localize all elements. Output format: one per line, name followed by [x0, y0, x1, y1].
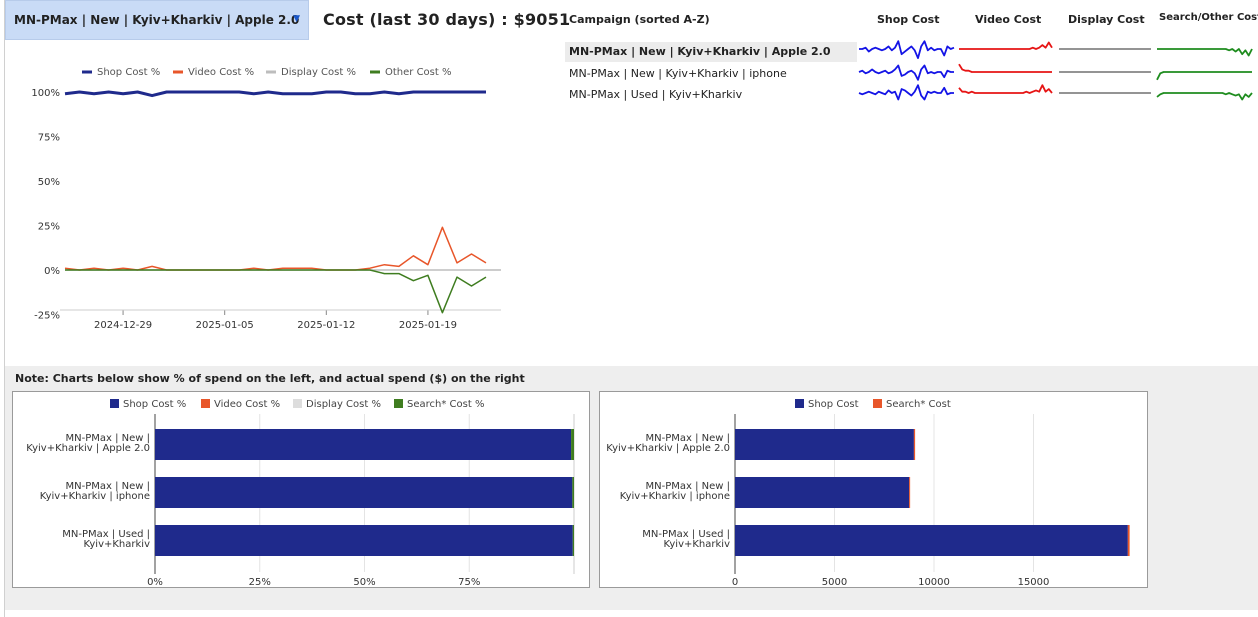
- bar-segment: [155, 525, 573, 556]
- x-tick-label: 0: [732, 577, 738, 587]
- x-tick-label: 75%: [458, 577, 480, 587]
- x-tick-label: 2025-01-19: [399, 320, 457, 331]
- percent-bar-chart-card: Shop Cost % Video Cost % Display Cost % Sea…: [12, 391, 590, 588]
- y-tick-label: 0%: [44, 266, 60, 277]
- charts-note: Note: Charts below show % of spend on th…: [15, 372, 525, 385]
- sparkline-video: [958, 63, 1052, 73]
- category-label: Kyiv+Kharkiv | Apple 2.0: [606, 443, 730, 454]
- y-tick-label: 50%: [38, 177, 60, 188]
- campaign-row-name: MN-PMax | Used | Kyiv+Kharkiv: [569, 88, 743, 101]
- bar-segment: [735, 429, 914, 460]
- bar-segment: [735, 525, 1128, 556]
- spend-bar-chart: Shop Cost Search* Cost 0 5000 10000 15000 MN-P…: [606, 399, 1130, 588]
- bar-segment: [735, 477, 910, 508]
- legend-swatch: [201, 399, 210, 408]
- campaign-dropdown-value: MN-PMax | New | Kyiv+Kharkiv | Apple 2.0: [14, 13, 300, 27]
- y-tick-label: 100%: [31, 88, 60, 99]
- sparkline-shop: [858, 64, 954, 81]
- legend-swatch: [110, 399, 119, 408]
- sparkline-shop: [859, 40, 955, 60]
- search-other-cost-column-header: Search/Other Cost: [1159, 12, 1258, 23]
- x-tick-label: 0%: [147, 577, 163, 587]
- legend-label: Shop Cost %: [97, 67, 160, 78]
- bar-segment: [572, 525, 574, 556]
- campaign-dropdown[interactable]: MN-PMax | New | Kyiv+Kharkiv | Apple 2.0…: [5, 0, 309, 40]
- legend-label: Video Cost %: [214, 399, 280, 410]
- sparkline-video: [959, 41, 1053, 50]
- percent-bar-chart: Shop Cost % Video Cost % Display Cost % Sea…: [26, 399, 575, 588]
- x-tick-label: 10000: [918, 577, 950, 587]
- spend-bar-chart-card: Shop Cost Search* Cost 0 5000 10000 15000 MN-P…: [599, 391, 1148, 588]
- x-tick-label: 25%: [249, 577, 271, 587]
- sparkline-other: [1156, 71, 1252, 81]
- category-label: Kyiv+Kharkiv: [84, 539, 151, 550]
- legend-swatch: [795, 399, 804, 408]
- category-label: MN-PMax | New |: [645, 433, 730, 444]
- campaign-row[interactable]: MN-PMax | New | Kyiv+Kharkiv | Apple 2.0: [565, 42, 857, 62]
- video-cost-column-header: Video Cost: [975, 13, 1042, 26]
- y-tick-label: -25%: [34, 311, 60, 322]
- category-label: Kyiv+Kharkiv | iphone: [40, 491, 150, 502]
- legend-label: Shop Cost: [808, 399, 859, 410]
- sparkline-other: [1156, 92, 1253, 101]
- campaign-row[interactable]: MN-PMax | Used | Kyiv+Kharkiv: [565, 85, 857, 105]
- campaign-column-header[interactable]: Campaign (sorted A-Z): [569, 13, 710, 26]
- y-tick-label: 25%: [38, 222, 60, 233]
- category-label: MN-PMax | New |: [645, 481, 730, 492]
- category-label: Kyiv+Kharkiv: [664, 539, 731, 550]
- series-line-0: [64, 90, 486, 98]
- cost-share-line-chart: Shop Cost % Video Cost % Display Cost % Oth…: [31, 67, 501, 331]
- legend-label: Shop Cost %: [123, 399, 186, 410]
- legend-label: Video Cost %: [188, 67, 254, 78]
- category-label: MN-PMax | New |: [65, 481, 150, 492]
- bar-segment: [571, 429, 574, 460]
- campaign-row[interactable]: MN-PMax | New | Kyiv+Kharkiv | iphone: [565, 64, 857, 84]
- legend-label: Display Cost %: [281, 67, 356, 78]
- cost-title: Cost (last 30 days) : $9051: [323, 10, 571, 29]
- bar-segment: [572, 477, 574, 508]
- shop-cost-column-header: Shop Cost: [877, 13, 940, 26]
- series-line-1: [64, 226, 487, 271]
- sparkline-video: [958, 84, 1053, 94]
- sparkline-shop: [858, 84, 954, 101]
- x-tick-label: 50%: [353, 577, 375, 587]
- bar-segment: [913, 429, 916, 460]
- bar-segment: [155, 429, 572, 460]
- sparkline-other: [1157, 48, 1253, 57]
- category-label: MN-PMax | Used |: [62, 529, 150, 540]
- legend-label: Search* Cost %: [407, 399, 484, 410]
- category-label: Kyiv+Kharkiv | iphone: [620, 491, 730, 502]
- bar-segment: [155, 477, 573, 508]
- bar-segment: [909, 477, 911, 508]
- campaign-row-name: MN-PMax | New | Kyiv+Kharkiv | Apple 2.0: [569, 45, 831, 58]
- category-label: Kyiv+Kharkiv | Apple 2.0: [26, 443, 150, 454]
- legend-label: Search* Cost: [886, 399, 951, 410]
- category-label: MN-PMax | New |: [65, 433, 150, 444]
- x-tick-label: 2025-01-12: [297, 320, 355, 331]
- legend-label: Other Cost %: [385, 67, 451, 78]
- series-line-3: [65, 269, 487, 314]
- x-tick-label: 2025-01-05: [196, 320, 254, 331]
- left-edge-rule: [0, 0, 5, 617]
- sparkline-grid: [858, 40, 1253, 101]
- campaign-row-name: MN-PMax | New | Kyiv+Kharkiv | iphone: [569, 67, 787, 80]
- legend-label: Display Cost %: [306, 399, 381, 410]
- category-label: MN-PMax | Used |: [642, 529, 730, 540]
- bar-segment: [1127, 525, 1130, 556]
- x-tick-label: 15000: [1018, 577, 1050, 587]
- display-cost-column-header: Display Cost: [1068, 13, 1145, 26]
- x-tick-label: 5000: [822, 577, 847, 587]
- legend-swatch: [873, 399, 882, 408]
- chevron-down-icon: ▼: [293, 14, 300, 24]
- legend-swatch: [293, 399, 302, 408]
- legend-swatch: [394, 399, 403, 408]
- y-tick-label: 75%: [38, 133, 60, 144]
- x-tick-label: 2024-12-29: [94, 320, 152, 331]
